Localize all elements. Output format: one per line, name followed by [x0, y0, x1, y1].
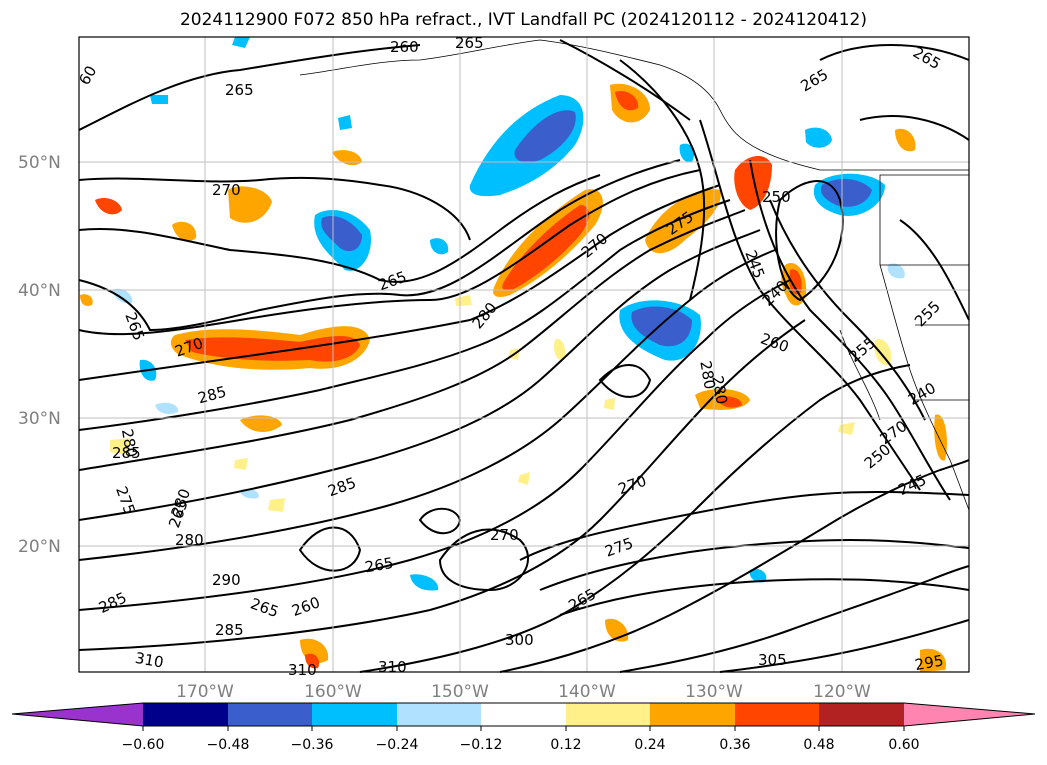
colorbar-tick-label: −0.60: [122, 737, 165, 753]
lat-label: 50°N: [18, 153, 61, 173]
lat-label: 20°N: [18, 537, 61, 557]
contour-label: 310: [378, 658, 407, 676]
lon-label: 170°W: [176, 682, 234, 702]
neg-anomaly-core: [631, 306, 692, 347]
map-panel: 260 265 265 60 265 265 270 265 270 280 2…: [75, 34, 970, 679]
contour-label: 265: [363, 554, 394, 577]
lon-label: 130°W: [685, 682, 743, 702]
contour-label: 280: [708, 374, 731, 405]
coastlines: [299, 39, 970, 511]
lon-label: 160°W: [304, 682, 362, 702]
contour-label: 270: [212, 181, 241, 199]
contour-label: 265: [455, 34, 484, 52]
latitude-labels: 50°N 40°N 30°N 20°N: [18, 153, 61, 557]
map-title: 2024112900 F072 850 hPa refract., IVT La…: [179, 10, 867, 30]
colorbar-bin: [397, 703, 481, 726]
neg-anomaly-core: [820, 178, 872, 207]
contour-label: 310: [134, 649, 165, 672]
colorbar-bin: [143, 703, 228, 726]
contour-label: 270: [490, 526, 519, 544]
map-border: [78, 36, 970, 673]
contour-label: 295: [913, 651, 944, 674]
colorbar-tick-label: 0.24: [634, 737, 665, 753]
lat-label: 30°N: [18, 409, 61, 429]
contour-label: 280: [175, 531, 204, 549]
lon-label: 150°W: [431, 682, 489, 702]
lon-label: 120°W: [813, 682, 871, 702]
contour-label: 280: [118, 427, 141, 458]
colorbar-tick-label: −0.48: [207, 737, 250, 753]
pos-anomaly-core: [185, 336, 360, 362]
colorbar-tick-label: 0.12: [550, 737, 581, 753]
contour-label: 265: [225, 81, 254, 99]
colorbar: −0.60 −0.48 −0.36 −0.24 −0.12 0.12 0.24 …: [11, 702, 1036, 753]
contour-label: 305: [758, 651, 787, 669]
colorbar-tick-label: −0.12: [460, 737, 503, 753]
colorbar-bin: [312, 703, 397, 726]
lon-label: 140°W: [558, 682, 616, 702]
colorbar-tick-label: −0.24: [376, 737, 419, 753]
contour-label: 260: [390, 38, 419, 56]
colorbar-bin: [566, 703, 650, 726]
colorbar-tick-label: −0.36: [291, 737, 334, 753]
lat-label: 40°N: [18, 281, 61, 301]
graticule: [79, 37, 969, 672]
contour-label: 285: [215, 621, 244, 639]
colorbar-tick-label: 0.60: [888, 737, 919, 753]
contour-label: 290: [212, 571, 241, 589]
neg-anomaly-core: [321, 215, 362, 252]
colorbar-bin: [228, 703, 312, 726]
contour-label: 250: [762, 188, 791, 206]
colorbar-tick-label: 0.48: [803, 737, 834, 753]
pos-anomaly-area: [734, 155, 772, 210]
contour-label: 310: [288, 661, 317, 679]
contour-label: 280: [696, 359, 719, 390]
contour-label: 285: [112, 444, 141, 462]
colorbar-extend-low: [12, 703, 143, 726]
contour-label: 300: [505, 631, 534, 649]
pos-anomaly-area: [645, 189, 721, 254]
colorbar-bin: [819, 703, 904, 726]
colorbar-bin: [650, 703, 735, 726]
colorbar-extend-high: [904, 703, 1035, 726]
colorbar-bin: [481, 703, 566, 726]
colorbar-tick-label: 0.36: [719, 737, 750, 753]
longitude-labels: 170°W 160°W 150°W 140°W 130°W 120°W: [176, 682, 871, 702]
neg-anomaly-core: [514, 110, 576, 163]
colorbar-bin: [735, 703, 819, 726]
